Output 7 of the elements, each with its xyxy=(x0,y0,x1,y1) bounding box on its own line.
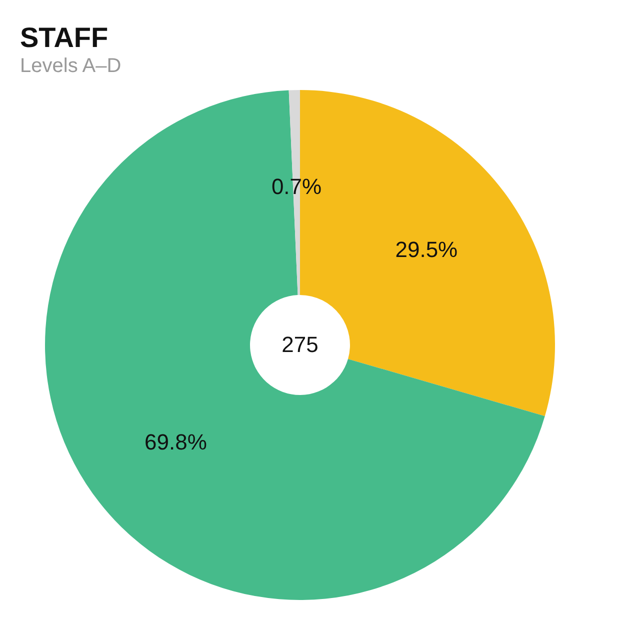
data-label: 29.5% xyxy=(395,237,458,262)
text: 275 xyxy=(282,332,318,357)
chart-subtitle: Levels A–D xyxy=(20,55,122,77)
donut-slice xyxy=(45,90,545,600)
data-label: 69.8% xyxy=(144,430,207,455)
chart-title: STAFF xyxy=(20,22,108,53)
data-label: 0.7% xyxy=(271,174,322,199)
